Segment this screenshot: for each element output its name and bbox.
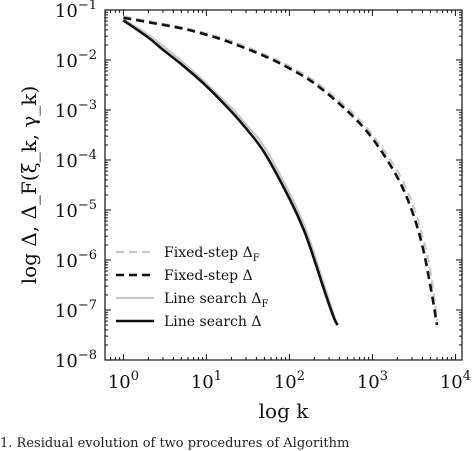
y-tick-label: 10−3 (55, 98, 97, 122)
series-layer (122, 15, 439, 326)
series-line-4 (122, 19, 339, 326)
x-tick-label: 102 (274, 369, 305, 393)
y-tick-label: 10−1 (55, 0, 97, 22)
plot-frame (104, 9, 463, 361)
legend-label-1: Fixed-step ΔF (164, 245, 260, 264)
figure-caption: 1. Residual evolution of two procedures … (0, 436, 350, 451)
y-tick-label: 10−4 (55, 148, 97, 172)
chart: 100 101 102 103 104 10−1 10−2 10−3 10−4 10−5 10−6… (17, 0, 471, 423)
y-tick-label: 10−8 (55, 348, 97, 372)
x-tick-label: 104 (440, 369, 471, 393)
y-tick-label: 10−5 (55, 198, 97, 222)
y-tick-label: 10−2 (55, 48, 97, 72)
legend-label-2: Fixed-step Δ (164, 268, 253, 284)
x-axis-title: log k (259, 399, 310, 423)
x-tick-label: 103 (357, 369, 388, 393)
y-tick-label: 10−7 (55, 298, 97, 322)
y-tick-label: 10−6 (55, 248, 97, 272)
x-tick-label: 101 (191, 369, 222, 393)
legend-label-4: Line search Δ (164, 314, 261, 330)
legend-label-3: Line search ΔF (164, 291, 268, 310)
y-axis-title: log Δ, Δ_F(ξ_k, γ_k) (17, 86, 41, 285)
axes-frame (104, 9, 463, 361)
legend: Fixed-step ΔF Fixed-step Δ Line search ΔF L… (116, 245, 268, 330)
series-line-2 (123, 16, 439, 326)
x-tick-label: 100 (108, 369, 139, 393)
series-line-3 (122, 18, 339, 326)
x-axis: 100 101 102 103 104 (104, 10, 471, 393)
y-axis: 10−1 10−2 10−3 10−4 10−5 10−6 10−7 10−8 (55, 0, 462, 372)
